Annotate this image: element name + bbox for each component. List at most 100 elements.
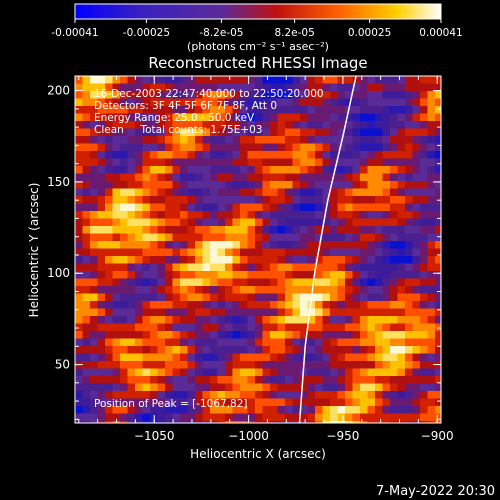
heatmap-cell <box>157 413 166 422</box>
heatmap-cell <box>105 293 113 302</box>
heatmap-cell <box>217 143 226 152</box>
heatmap-cell <box>217 121 226 129</box>
heatmap-cell <box>180 286 188 294</box>
heatmap-cell <box>285 218 293 227</box>
heatmap-cell <box>322 286 331 294</box>
heatmap-cell <box>157 286 166 294</box>
heatmap-cell <box>375 211 383 219</box>
heatmap-cell <box>255 143 263 152</box>
heatmap-cell <box>270 188 278 197</box>
heatmap-cell <box>180 353 188 362</box>
heatmap-cell <box>352 83 361 92</box>
heatmap-cell <box>367 376 376 384</box>
heatmap-cell <box>247 331 256 339</box>
heatmap-cell <box>427 151 436 159</box>
heatmap-cell <box>277 91 286 99</box>
heatmap-cell <box>247 271 256 279</box>
heatmap-cell <box>285 203 293 212</box>
heatmap-cell <box>82 76 91 84</box>
heatmap-cell <box>270 361 278 369</box>
heatmap-cell <box>82 98 91 107</box>
heatmap-cell <box>165 173 173 182</box>
heatmap-cell <box>105 383 113 392</box>
heatmap-cell <box>307 196 316 204</box>
heatmap-cell <box>105 166 113 174</box>
heatmap-cell <box>375 136 383 144</box>
heatmap-cell <box>292 128 301 137</box>
heatmap-cell <box>82 113 91 122</box>
heatmap-cell <box>97 368 106 377</box>
heatmap-cell <box>210 391 218 399</box>
heatmap-cell <box>240 121 248 129</box>
heatmap-cell <box>262 218 271 227</box>
colorbar-tick-label: -8.2e-05 <box>199 27 243 39</box>
heatmap-cell <box>420 211 428 219</box>
heatmap-cell <box>165 353 173 362</box>
heatmap-cell <box>195 391 203 399</box>
heatmap-cell <box>375 368 383 377</box>
heatmap-cell <box>217 376 226 384</box>
heatmap-cell <box>120 301 128 309</box>
heatmap-cell <box>240 233 248 242</box>
heatmap-cell <box>412 181 421 189</box>
heatmap-cell <box>330 196 338 204</box>
heatmap-cell <box>315 136 323 144</box>
heatmap-cell <box>277 376 286 384</box>
heatmap-cell <box>405 211 413 219</box>
heatmap-cell <box>150 368 158 377</box>
heatmap-cell <box>142 323 151 332</box>
heatmap-cell <box>157 248 166 257</box>
heatmap-cell <box>270 98 278 107</box>
heatmap-cell <box>187 98 196 107</box>
heatmap-cell <box>202 121 211 129</box>
heatmap-cell <box>172 421 181 423</box>
heatmap-cell <box>180 398 188 407</box>
heatmap-cell <box>427 316 436 324</box>
heatmap-cell <box>262 158 271 167</box>
heatmap-cell <box>255 196 263 204</box>
heatmap-cell <box>232 91 241 99</box>
heatmap-cell <box>150 173 158 182</box>
heatmap-cell <box>97 106 106 114</box>
heatmap-cell <box>397 166 406 174</box>
heatmap-cell <box>330 361 338 369</box>
heatmap-cell <box>202 308 211 317</box>
heatmap-cell <box>202 376 211 384</box>
heatmap-cell <box>285 241 293 249</box>
heatmap-cell <box>315 83 323 92</box>
heatmap-cell <box>225 121 233 129</box>
heatmap-cell <box>270 143 278 152</box>
heatmap-cell <box>397 151 406 159</box>
heatmap-cell <box>195 91 203 99</box>
heatmap-cell <box>360 271 368 279</box>
heatmap-cell <box>270 331 278 339</box>
heatmap-cell <box>360 398 368 407</box>
heatmap-cell <box>150 196 158 204</box>
heatmap-cell <box>360 368 368 377</box>
heatmap-cell <box>390 353 398 362</box>
heatmap-cell <box>120 376 128 384</box>
heatmap-cell <box>337 196 346 204</box>
heatmap-cell <box>142 398 151 407</box>
heatmap-cell <box>277 128 286 137</box>
heatmap-cell <box>292 121 301 129</box>
heatmap-cell <box>157 98 166 107</box>
heatmap-cell <box>165 188 173 197</box>
heatmap-cell <box>337 286 346 294</box>
heatmap-cell <box>172 226 181 234</box>
heatmap-cell <box>330 346 338 354</box>
heatmap-cell <box>90 353 98 362</box>
heatmap-cell <box>217 203 226 212</box>
heatmap-cell <box>307 421 316 423</box>
heatmap-cell <box>390 113 398 122</box>
heatmap-cell <box>202 106 211 114</box>
heatmap-cell <box>232 106 241 114</box>
heatmap-cell <box>420 188 428 197</box>
heatmap-cell <box>97 143 106 152</box>
heatmap-cell <box>397 83 406 92</box>
heatmap-cell <box>270 293 278 302</box>
heatmap-cell <box>217 398 226 407</box>
heatmap-cell <box>285 391 293 399</box>
heatmap-cell <box>142 166 151 174</box>
heatmap-cell <box>180 98 188 107</box>
